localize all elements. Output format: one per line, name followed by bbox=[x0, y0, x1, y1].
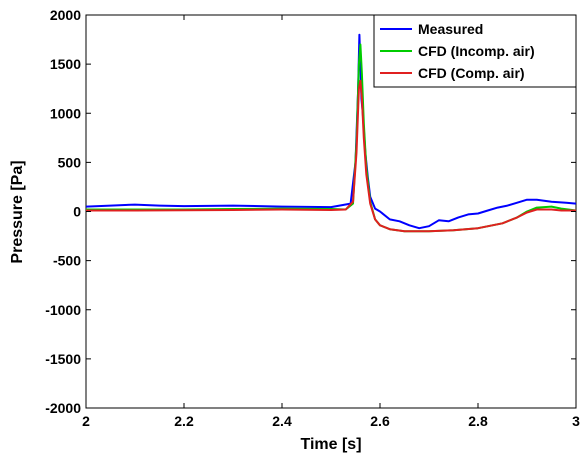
x-tick-label: 2.2 bbox=[174, 413, 194, 429]
legend-label-2: CFD (Incomp. air) bbox=[418, 43, 535, 59]
x-tick-label: 2.4 bbox=[272, 413, 292, 429]
y-tick-label: 0 bbox=[73, 204, 81, 220]
y-tick-label: 500 bbox=[58, 154, 82, 170]
x-tick-label: 2 bbox=[82, 413, 90, 429]
tick-layer: 2 2.2 2.4 2.6 2.8 3 2000 1500 1000 500 0 -500 -1000 -… bbox=[45, 7, 580, 429]
x-tick-label: 2.6 bbox=[370, 413, 390, 429]
y-tick-label: -500 bbox=[53, 253, 81, 269]
legend-label-3: CFD (Comp. air) bbox=[418, 65, 525, 81]
y-axis-label: Pressure [Pa] bbox=[9, 160, 26, 263]
legend: Measured CFD (Incomp. air) CFD (Comp. air) bbox=[373, 14, 577, 88]
x-axis-label: Time [s] bbox=[300, 436, 361, 453]
series-line-3 bbox=[86, 79, 576, 233]
y-tick-label: 2000 bbox=[50, 7, 81, 23]
y-tick-label: -2000 bbox=[45, 400, 81, 416]
legend-label-1: Measured bbox=[418, 21, 483, 37]
x-tick-label: 3 bbox=[572, 413, 580, 429]
y-tick-label: -1000 bbox=[45, 302, 81, 318]
x-tick-label: 2.8 bbox=[468, 413, 488, 429]
y-tick-label: 1000 bbox=[50, 105, 81, 121]
y-tick-label: -1500 bbox=[45, 351, 81, 367]
series-line-1 bbox=[85, 33, 577, 230]
y-tick-label: 1500 bbox=[50, 56, 81, 72]
series-layer bbox=[85, 33, 577, 233]
